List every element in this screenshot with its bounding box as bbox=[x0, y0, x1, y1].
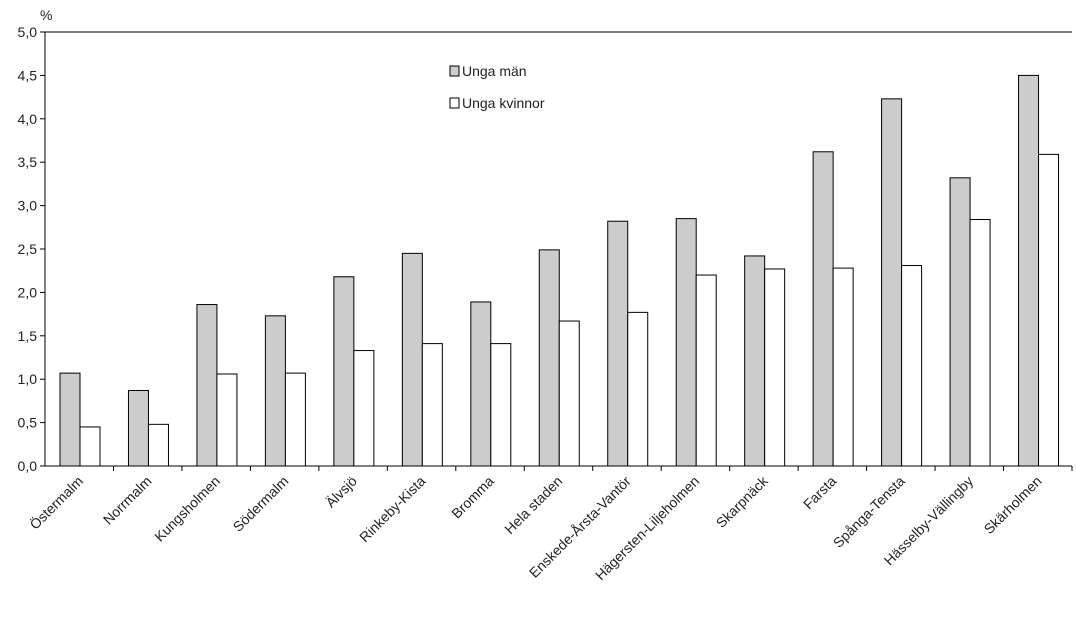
x-tick-label: Skärholmen bbox=[981, 473, 1045, 537]
bars-group bbox=[59, 74, 1060, 467]
bar-unga-kvinnor bbox=[1038, 153, 1060, 467]
y-tick-label: 0,0 bbox=[18, 458, 38, 474]
bar-unga-kvinnor bbox=[79, 426, 101, 467]
legend-swatch-women bbox=[449, 97, 460, 109]
legend-label-women: Unga kvinnor bbox=[462, 95, 545, 111]
bar-unga-man bbox=[333, 276, 355, 467]
x-tick-label: Bromma bbox=[448, 473, 497, 522]
bar-unga-man bbox=[196, 304, 218, 467]
y-axis-label: % bbox=[40, 7, 52, 23]
bar-unga-man bbox=[675, 218, 697, 467]
bar-unga-kvinnor bbox=[901, 264, 923, 467]
y-tick-label: 4,0 bbox=[18, 111, 38, 127]
bar-unga-kvinnor bbox=[490, 343, 512, 467]
x-tick-label: Norrmalm bbox=[100, 473, 155, 528]
bar-unga-man bbox=[744, 255, 766, 467]
bar-unga-man bbox=[401, 252, 423, 467]
legend-label-men: Unga män bbox=[462, 63, 527, 79]
bar-unga-man bbox=[607, 220, 629, 467]
x-tick-label: Farsta bbox=[800, 473, 840, 513]
x-tick-label: Östermalm bbox=[26, 472, 86, 532]
bar-unga-kvinnor bbox=[832, 267, 854, 467]
bar-unga-man bbox=[59, 372, 81, 467]
bar-unga-man bbox=[1018, 74, 1040, 467]
y-tick-label: 3,0 bbox=[18, 198, 38, 214]
legend-item-men: Unga män bbox=[449, 63, 527, 79]
legend: Unga män Unga kvinnor bbox=[449, 63, 545, 111]
x-tick-label: Älvsjö bbox=[322, 473, 360, 511]
bar-unga-man bbox=[812, 151, 834, 467]
bar-unga-kvinnor bbox=[695, 274, 717, 467]
bar-unga-kvinnor bbox=[147, 423, 169, 467]
y-tick-label: 4,5 bbox=[18, 67, 38, 83]
y-tick-label: 1,0 bbox=[18, 371, 38, 387]
bar-unga-man bbox=[949, 177, 971, 467]
bar-unga-man bbox=[470, 301, 492, 467]
y-tick-label: 2,0 bbox=[18, 284, 38, 300]
bar-unga-kvinnor bbox=[969, 218, 991, 467]
bar-unga-kvinnor bbox=[353, 350, 375, 467]
bar-unga-kvinnor bbox=[558, 320, 580, 467]
y-axis: 0,0 0,5 1,0 1,5 2,0 2,5 3,0 3,5 4,0 4,5 5,0 bbox=[18, 24, 1072, 474]
y-tick-label: 0,5 bbox=[18, 415, 38, 431]
x-tick-label: Spånga-Tensta bbox=[830, 473, 908, 551]
y-tick-label: 1,5 bbox=[18, 328, 38, 344]
bar-unga-man bbox=[264, 315, 286, 467]
legend-item-women: Unga kvinnor bbox=[449, 95, 545, 111]
bar-unga-kvinnor bbox=[216, 373, 238, 467]
legend-swatch-men bbox=[449, 65, 460, 77]
bar-unga-man bbox=[127, 389, 149, 467]
y-tick-label: 5,0 bbox=[18, 24, 38, 40]
x-tick-label: Södermalm bbox=[230, 473, 292, 535]
x-tick-label: Hela staden bbox=[501, 473, 565, 537]
y-tick-label: 3,5 bbox=[18, 154, 38, 170]
bar-unga-kvinnor bbox=[284, 372, 306, 467]
bar-unga-man bbox=[881, 98, 903, 467]
x-tick-label: Rinkeby-Kista bbox=[356, 473, 429, 546]
bar-unga-kvinnor bbox=[421, 343, 443, 467]
bar-unga-kvinnor bbox=[764, 268, 786, 467]
bar-unga-man bbox=[538, 249, 560, 467]
y-tick-label: 2,5 bbox=[18, 241, 38, 257]
bar-unga-kvinnor bbox=[627, 311, 649, 467]
x-tick-label: Kungsholmen bbox=[151, 473, 223, 545]
x-tick-label: Skarpnäck bbox=[713, 472, 772, 531]
